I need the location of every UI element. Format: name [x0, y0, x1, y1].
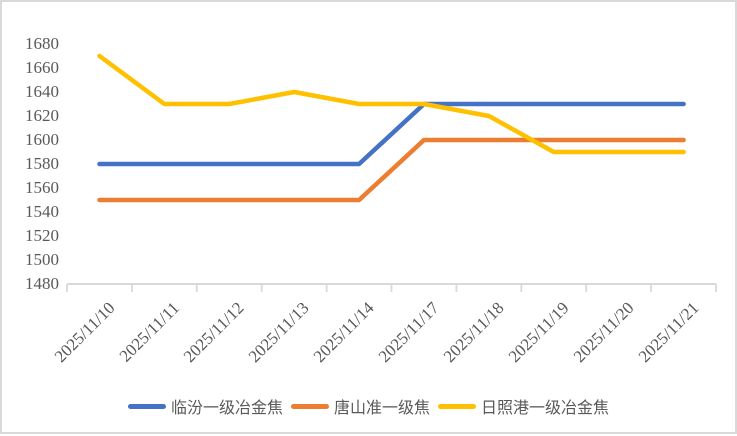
legend-label: 唐山准一级焦: [333, 400, 430, 417]
y-axis-tick-label: 1480: [25, 274, 59, 293]
series-line-2: [97, 53, 686, 155]
y-axis-tick-label: 1620: [25, 106, 59, 125]
series-line-1: [97, 137, 686, 203]
y-axis-tick-label: 1540: [25, 202, 59, 221]
legend-line-marker: [127, 403, 166, 409]
y-axis-tick-label: 1560: [25, 178, 59, 197]
legend-label: 日照港一级冶金焦: [481, 400, 610, 417]
legend-line-marker: [438, 403, 476, 409]
legend-item: 临汾一级冶金焦: [127, 394, 283, 418]
legend-item: 日照港一级冶金焦: [438, 394, 609, 418]
y-axis-tick-label: 1640: [25, 82, 59, 101]
legend: 临汾一级冶金焦 唐山准一级焦 日照港一级冶金焦: [2, 394, 735, 418]
series-line-0: [97, 101, 686, 167]
y-axis-tick-label: 1520: [25, 226, 59, 245]
y-axis-tick-label: 1500: [25, 250, 59, 269]
y-axis-tick-label: 1680: [25, 34, 59, 53]
y-axis-tick-label: 1660: [25, 58, 59, 77]
legend-label: 临汾一级冶金焦: [170, 400, 283, 417]
legend-item: 唐山准一级焦: [290, 394, 430, 418]
legend-line-marker: [290, 403, 329, 409]
y-axis-tick-label: 1600: [25, 130, 59, 149]
y-axis-tick-label: 1580: [25, 154, 59, 173]
